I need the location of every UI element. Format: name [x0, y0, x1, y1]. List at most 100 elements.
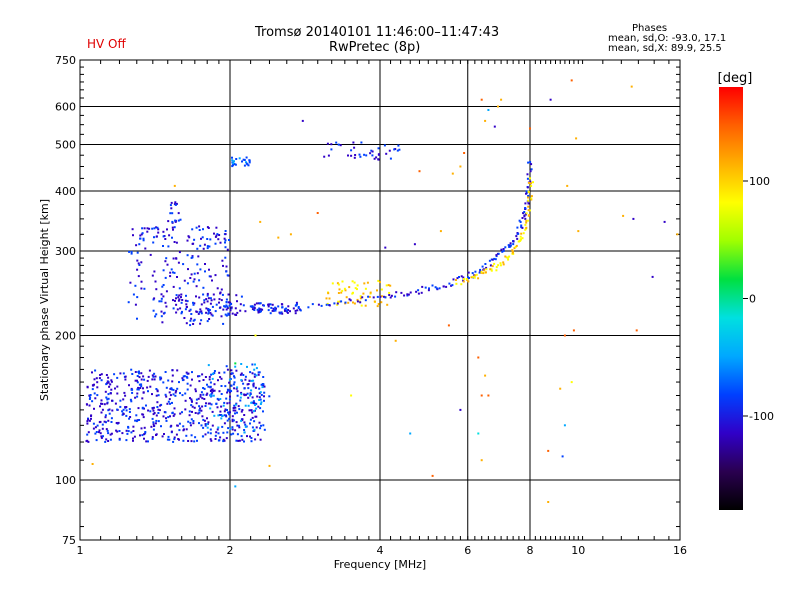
echo-point: [204, 405, 207, 407]
colorbar-tick-label: 0: [749, 293, 756, 306]
echo-point: [137, 275, 140, 278]
echo-point: [151, 374, 154, 377]
echo-point: [220, 385, 223, 387]
o-trace-point: [434, 286, 437, 289]
o-trace-point: [493, 257, 496, 260]
echo-point: [237, 405, 240, 408]
echo-point: [254, 386, 257, 389]
echo-point: [128, 384, 130, 387]
echo-point: [87, 431, 90, 434]
echo-point: [110, 417, 113, 420]
echo-point: [231, 159, 234, 162]
echo-point: [147, 409, 150, 412]
echo-point: [101, 408, 104, 411]
echo-point: [172, 388, 175, 391]
o-trace-point: [512, 240, 515, 243]
echo-point: [352, 141, 355, 144]
echo-point: [119, 372, 122, 375]
echo-point: [227, 411, 229, 414]
echo-point: [363, 153, 366, 156]
echo-point: [180, 312, 183, 315]
scatter-point: [173, 184, 176, 187]
echo-point: [207, 421, 210, 424]
echo-point: [209, 432, 212, 435]
echo-point: [134, 379, 137, 382]
scatter-point: [289, 233, 292, 236]
o-trace-point: [479, 270, 482, 273]
echo-point: [370, 149, 373, 152]
echo-point: [192, 422, 195, 425]
o-trace-point: [367, 295, 370, 298]
x-axis-label: Frequency [MHz]: [334, 558, 426, 571]
echo-point: [211, 305, 214, 308]
echo-point: [172, 393, 175, 396]
echo-point: [140, 287, 143, 290]
echo-point: [225, 304, 228, 307]
echo-point: [193, 278, 196, 281]
echo-point: [213, 383, 216, 386]
echo-point: [148, 227, 151, 230]
echo-point: [375, 156, 378, 159]
echo-point: [221, 425, 224, 428]
echo-point: [258, 399, 261, 401]
echo-point: [149, 385, 152, 388]
o-trace-point: [479, 268, 482, 271]
echo-point: [225, 365, 228, 368]
echo-point: [186, 376, 189, 379]
echo-point: [249, 305, 252, 308]
echo-point: [143, 437, 145, 440]
echo-point: [280, 311, 283, 314]
o-trace-point: [420, 291, 423, 294]
echo-point: [180, 296, 182, 299]
echo-point: [223, 410, 226, 413]
echo-point: [141, 227, 144, 230]
echo-point: [244, 423, 247, 426]
echo-point: [244, 425, 247, 428]
echo-point: [185, 428, 188, 431]
echo-point: [229, 301, 232, 304]
echo-point: [262, 376, 265, 378]
echo-point: [223, 422, 226, 425]
echo-point: [253, 373, 256, 376]
echo-point: [202, 286, 205, 289]
echo-point: [105, 421, 107, 424]
echo-point: [141, 407, 144, 410]
echo-point: [226, 307, 229, 310]
x-trace-point: [504, 255, 507, 258]
echo-point: [132, 293, 135, 296]
echo-point: [224, 246, 227, 249]
scatter-point: [277, 236, 280, 239]
echo-point: [155, 226, 158, 229]
echo-point: [243, 431, 246, 434]
echo-point: [142, 391, 145, 394]
o-trace-point: [325, 303, 328, 306]
echo-point: [294, 304, 297, 307]
echo-point: [243, 429, 246, 431]
echo-point: [186, 254, 189, 257]
echo-point: [241, 438, 244, 441]
echo-point: [94, 432, 97, 435]
echo-point: [207, 308, 210, 310]
echo-point: [240, 393, 243, 396]
x-tick-label: 16: [673, 544, 687, 557]
echo-point: [138, 370, 140, 373]
echo-point: [168, 398, 171, 401]
echo-point: [327, 292, 330, 295]
echo-point: [249, 394, 251, 397]
y-tick-label: 600: [55, 101, 76, 114]
echo-point: [214, 434, 217, 437]
echo-point: [193, 440, 196, 443]
echo-point: [174, 299, 176, 302]
echo-point: [165, 395, 168, 398]
echo-point: [155, 313, 158, 316]
echo-point: [134, 396, 137, 399]
echo-point: [149, 410, 152, 413]
echo-point: [139, 434, 141, 437]
echo-point: [227, 293, 230, 296]
echo-point: [162, 381, 165, 384]
echo-point: [245, 162, 248, 165]
echo-point: [237, 439, 240, 442]
echo-point: [204, 433, 207, 436]
echo-point: [141, 232, 144, 235]
echo-point: [210, 299, 213, 302]
